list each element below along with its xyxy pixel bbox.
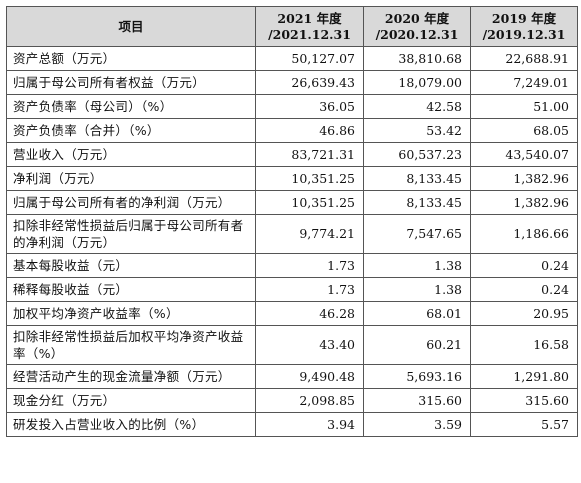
value-2020: 1.38 (363, 253, 471, 278)
table-header: 项目 2021 年度 /2021.12.31 2020 年度 /2020.12.… (6, 6, 578, 47)
value-2020: 42.58 (363, 94, 471, 119)
value-2020: 7,547.65 (363, 214, 471, 254)
table-row: 归属于母公司所有者的净利润（万元） 10,351.25 8,133.45 1,3… (6, 190, 578, 215)
table-row: 加权平均净资产收益率（%） 46.28 68.01 20.95 (6, 301, 578, 326)
row-label: 加权平均净资产收益率（%） (6, 301, 256, 326)
value-2019: 20.95 (470, 301, 578, 326)
row-label: 资产总额（万元） (6, 46, 256, 71)
table-row: 扣除非经常性损益后加权平均净资产收益率（%） 43.40 60.21 16.58 (6, 325, 578, 365)
row-label: 归属于母公司所有者的净利润（万元） (6, 190, 256, 215)
row-label: 经营活动产生的现金流量净额（万元） (6, 364, 256, 389)
table-row: 现金分红（万元） 2,098.85 315.60 315.60 (6, 388, 578, 413)
table-row: 净利润（万元） 10,351.25 8,133.45 1,382.96 (6, 166, 578, 191)
value-2019: 1,382.96 (470, 166, 578, 191)
value-2020: 8,133.45 (363, 166, 471, 191)
row-label: 扣除非经常性损益后归属于母公司所有者的净利润（万元） (6, 214, 256, 254)
value-2019: 51.00 (470, 94, 578, 119)
value-2020: 53.42 (363, 118, 471, 143)
value-2019: 16.58 (470, 325, 578, 365)
value-2020: 3.59 (363, 412, 471, 437)
value-2019: 5.57 (470, 412, 578, 437)
row-label: 扣除非经常性损益后加权平均净资产收益率（%） (6, 325, 256, 365)
table-row: 营业收入（万元） 83,721.31 60,537.23 43,540.07 (6, 142, 578, 167)
value-2020: 38,810.68 (363, 46, 471, 71)
row-label: 资产负债率（合并）（%） (6, 118, 256, 143)
value-2019: 22,688.91 (470, 46, 578, 71)
table-row: 资产负债率（母公司）（%） 36.05 42.58 51.00 (6, 94, 578, 119)
row-label: 稀释每股收益（元） (6, 277, 256, 302)
table-row: 资产总额（万元） 50,127.07 38,810.68 22,688.91 (6, 46, 578, 71)
table-row: 经营活动产生的现金流量净额（万元） 9,490.48 5,693.16 1,29… (6, 364, 578, 389)
header-2020: 2020 年度 /2020.12.31 (363, 6, 471, 47)
value-2021: 36.05 (255, 94, 364, 119)
value-2019: 1,291.80 (470, 364, 578, 389)
row-label: 净利润（万元） (6, 166, 256, 191)
value-2019: 1,382.96 (470, 190, 578, 215)
value-2021: 3.94 (255, 412, 364, 437)
value-2021: 10,351.25 (255, 166, 364, 191)
value-2021: 83,721.31 (255, 142, 364, 167)
value-2021: 9,490.48 (255, 364, 364, 389)
value-2019: 0.24 (470, 253, 578, 278)
header-item: 项目 (6, 6, 256, 47)
value-2021: 10,351.25 (255, 190, 364, 215)
value-2020: 8,133.45 (363, 190, 471, 215)
table-row: 扣除非经常性损益后归属于母公司所有者的净利润（万元） 9,774.21 7,54… (6, 214, 578, 254)
value-2021: 2,098.85 (255, 388, 364, 413)
header-2021-year: 2021 年度 (277, 10, 342, 26)
header-2020-year: 2020 年度 (384, 10, 450, 26)
header-2020-date: /2020.12.31 (375, 26, 459, 42)
value-2021: 9,774.21 (255, 214, 364, 254)
value-2020: 5,693.16 (363, 364, 471, 389)
row-label: 归属于母公司所有者权益（万元） (6, 70, 256, 95)
row-label: 现金分红（万元） (6, 388, 256, 413)
financial-summary: 项目 2021 年度 /2021.12.31 2020 年度 /2020.12.… (6, 6, 578, 437)
header-2019: 2019 年度 /2019.12.31 (470, 6, 578, 47)
value-2019: 68.05 (470, 118, 578, 143)
table-row: 基本每股收益（元） 1.73 1.38 0.24 (6, 253, 578, 278)
header-row: 项目 2021 年度 /2021.12.31 2020 年度 /2020.12.… (6, 6, 578, 47)
header-2019-date: /2019.12.31 (482, 26, 566, 42)
value-2021: 46.86 (255, 118, 364, 143)
value-2021: 1.73 (255, 277, 364, 302)
value-2019: 0.24 (470, 277, 578, 302)
value-2019: 1,186.66 (470, 214, 578, 254)
table-row: 稀释每股收益（元） 1.73 1.38 0.24 (6, 277, 578, 302)
value-2020: 315.60 (363, 388, 471, 413)
value-2021: 50,127.07 (255, 46, 364, 71)
value-2020: 18,079.00 (363, 70, 471, 95)
value-2020: 60,537.23 (363, 142, 471, 167)
value-2019: 315.60 (470, 388, 578, 413)
row-label: 资产负债率（母公司）（%） (6, 94, 256, 119)
header-2019-year: 2019 年度 (491, 10, 557, 26)
value-2021: 26,639.43 (255, 70, 364, 95)
value-2021: 46.28 (255, 301, 364, 326)
value-2019: 7,249.01 (470, 70, 578, 95)
financial-data-table: 项目 2021 年度 /2021.12.31 2020 年度 /2020.12.… (6, 6, 578, 437)
header-2021-date: /2021.12.31 (268, 26, 351, 42)
table-row: 研发投入占营业收入的比例（%） 3.94 3.59 5.57 (6, 412, 578, 437)
value-2020: 1.38 (363, 277, 471, 302)
value-2020: 68.01 (363, 301, 471, 326)
table-body: 资产总额（万元） 50,127.07 38,810.68 22,688.91 归… (6, 46, 578, 437)
row-label: 基本每股收益（元） (6, 253, 256, 278)
row-label: 营业收入（万元） (6, 142, 256, 167)
value-2021: 1.73 (255, 253, 364, 278)
table-row: 归属于母公司所有者权益（万元） 26,639.43 18,079.00 7,24… (6, 70, 578, 95)
table-row: 资产负债率（合并）（%） 46.86 53.42 68.05 (6, 118, 578, 143)
value-2019: 43,540.07 (470, 142, 578, 167)
header-2021: 2021 年度 /2021.12.31 (255, 6, 364, 47)
value-2020: 60.21 (363, 325, 471, 365)
row-label: 研发投入占营业收入的比例（%） (6, 412, 256, 437)
value-2021: 43.40 (255, 325, 364, 365)
